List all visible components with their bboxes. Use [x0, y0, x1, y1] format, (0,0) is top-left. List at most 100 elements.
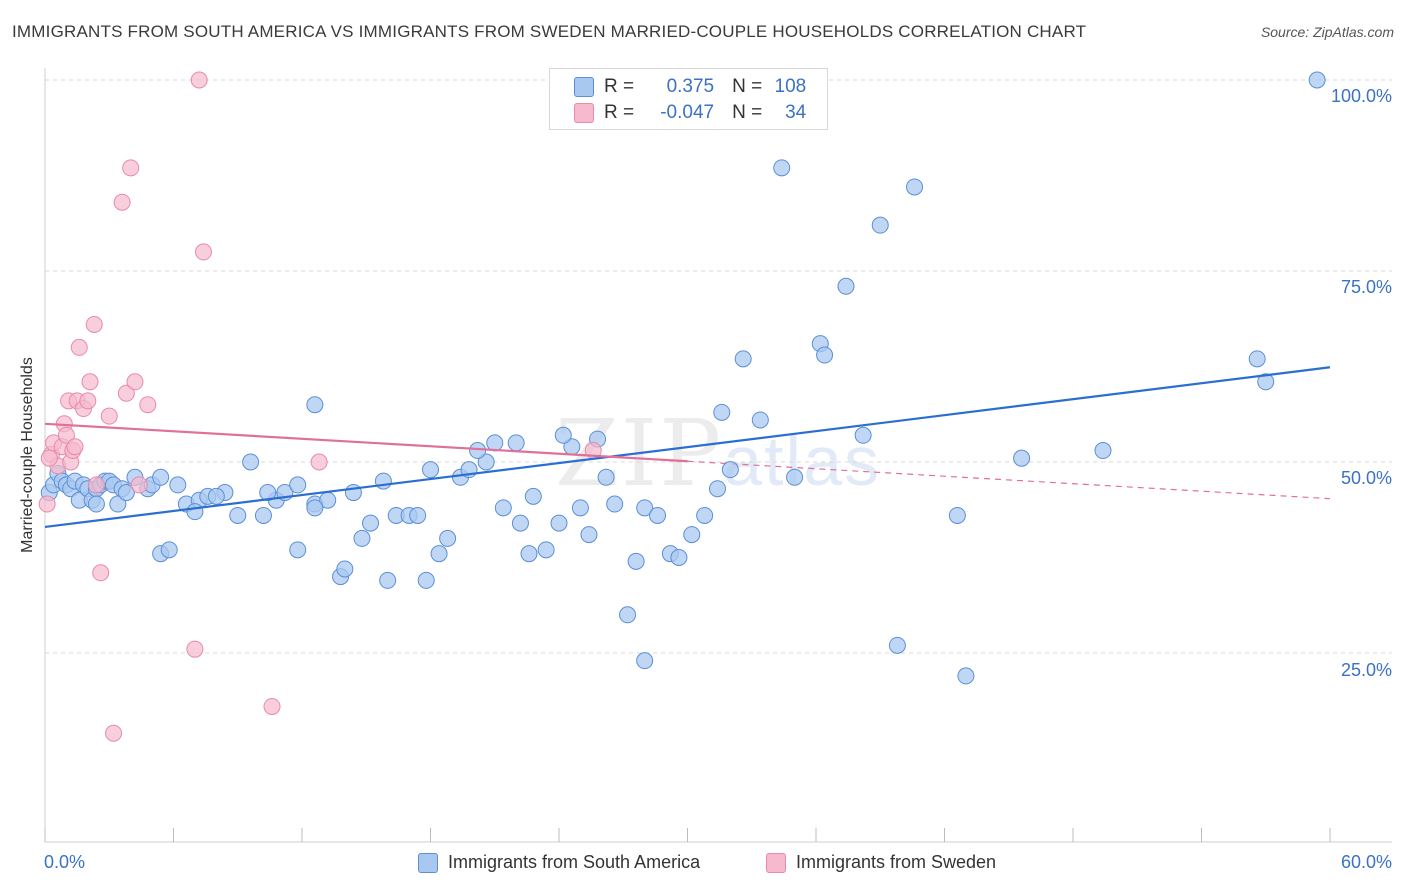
series-south-america — [40, 71, 1326, 685]
data-point-south-america — [494, 499, 512, 517]
data-point-south-america — [289, 541, 307, 559]
data-point-south-america — [336, 560, 354, 578]
data-point-south-america — [374, 472, 392, 490]
y-tick-label-100: 100.0% — [1330, 86, 1392, 106]
data-point-south-america — [229, 506, 247, 524]
data-point-sweden — [70, 338, 88, 356]
legend-n-value: 34 — [785, 102, 807, 123]
data-point-south-america — [683, 526, 701, 544]
legend-row-south-america: R = 0.375 N = 108 — [550, 74, 806, 100]
data-point-sweden — [92, 564, 110, 582]
data-point-south-america — [554, 426, 572, 444]
legend-r-label: R = — [604, 102, 635, 123]
data-point-south-america — [511, 514, 529, 532]
data-point-south-america — [773, 159, 791, 177]
data-point-south-america — [696, 506, 714, 524]
chart-title: IMMIGRANTS FROM SOUTH AMERICA VS IMMIGRA… — [12, 22, 1087, 41]
trend-line-sweden-extension — [687, 460, 1331, 500]
data-point-sweden — [87, 476, 105, 494]
data-point-south-america — [439, 529, 457, 547]
data-point-south-america — [906, 178, 924, 196]
data-point-sweden — [57, 426, 75, 444]
data-point-south-america — [721, 461, 739, 479]
data-point-south-america — [306, 396, 324, 414]
watermark-atlas: atlas — [723, 422, 882, 500]
data-point-south-america — [957, 667, 975, 685]
data-point-sweden — [194, 243, 212, 261]
data-point-south-america — [186, 503, 204, 521]
data-point-sweden — [310, 453, 328, 471]
data-point-south-america — [379, 571, 397, 589]
trend-line-south-america — [44, 366, 1331, 529]
data-point-south-america — [469, 442, 487, 460]
data-point-south-america — [1248, 350, 1266, 368]
data-point-south-america — [169, 476, 187, 494]
trend-lines — [44, 366, 1331, 529]
legend-n-label: N = — [732, 102, 763, 123]
trend-line-sweden — [44, 422, 688, 463]
legend-label-sweden: Immigrants from Sweden — [796, 852, 997, 872]
data-point-south-america — [160, 541, 178, 559]
data-point-sweden — [126, 373, 144, 391]
data-point-south-america — [409, 506, 427, 524]
data-point-south-america — [87, 495, 105, 513]
data-point-south-america — [289, 476, 307, 494]
data-point-south-america — [524, 487, 542, 505]
series-legend: Immigrants from South America Immigrants… — [0, 850, 1406, 878]
grid-lines — [45, 79, 1392, 654]
data-point-south-america — [1013, 449, 1031, 467]
x-tick-label-max: 60.0% — [1340, 852, 1392, 872]
legend-r-label: R = — [604, 76, 635, 97]
data-point-south-america — [713, 403, 731, 421]
data-point-sweden — [66, 438, 84, 456]
x-tick-label-min: 0.0% — [44, 852, 86, 872]
trend-extensions — [687, 460, 1331, 500]
data-point-south-america — [580, 526, 598, 544]
data-point-south-america — [254, 506, 272, 524]
data-point-south-america — [417, 571, 435, 589]
legend-item-sweden: Immigrants from Sweden — [766, 852, 996, 873]
y-tick-label-25: 25.0% — [1340, 660, 1392, 680]
data-point-south-america — [636, 652, 654, 670]
watermark: ZIPatlas — [555, 400, 881, 507]
data-point-south-america — [606, 495, 624, 513]
data-point-sweden — [100, 407, 118, 425]
legend-swatch-pink — [574, 103, 594, 123]
data-point-south-america — [751, 411, 769, 429]
data-point-sweden — [122, 159, 140, 177]
data-point-sweden — [263, 697, 281, 715]
data-point-south-america — [1094, 442, 1112, 460]
data-point-south-america — [422, 461, 439, 479]
data-point-sweden — [190, 71, 208, 89]
data-point-south-america — [520, 545, 538, 563]
data-point-south-america — [486, 434, 504, 452]
legend-swatch-blue — [418, 852, 438, 873]
y-axis-label: Married-couple Households — [19, 357, 36, 553]
data-point-sweden — [113, 193, 131, 211]
data-point-south-america — [537, 541, 555, 559]
data-point-sweden — [105, 724, 123, 742]
data-point-south-america — [649, 506, 667, 524]
data-point-south-america — [708, 480, 726, 498]
data-point-south-america — [1257, 373, 1275, 391]
legend-label-south-america: Immigrants from South America — [448, 852, 701, 872]
legend-item-south-america: Immigrants from South America — [418, 852, 700, 873]
legend-n-label: N = — [732, 76, 763, 97]
legend-row-sweden: R = -0.047 N = 34 — [550, 100, 806, 126]
data-point-sweden — [81, 373, 99, 391]
data-point-south-america — [306, 499, 324, 517]
data-point-south-america — [550, 514, 568, 532]
data-point-south-america — [854, 426, 872, 444]
legend-r-value: -0.047 — [660, 102, 715, 123]
data-point-south-america — [597, 468, 615, 486]
data-point-south-america — [619, 606, 637, 624]
data-point-south-america — [1308, 71, 1326, 89]
data-point-south-america — [816, 346, 834, 364]
data-point-sweden — [117, 384, 135, 402]
data-point-sweden — [139, 396, 157, 414]
data-point-south-america — [152, 468, 170, 486]
data-point-sweden — [38, 495, 56, 513]
data-point-sweden — [186, 640, 204, 658]
data-point-south-america — [507, 434, 525, 452]
